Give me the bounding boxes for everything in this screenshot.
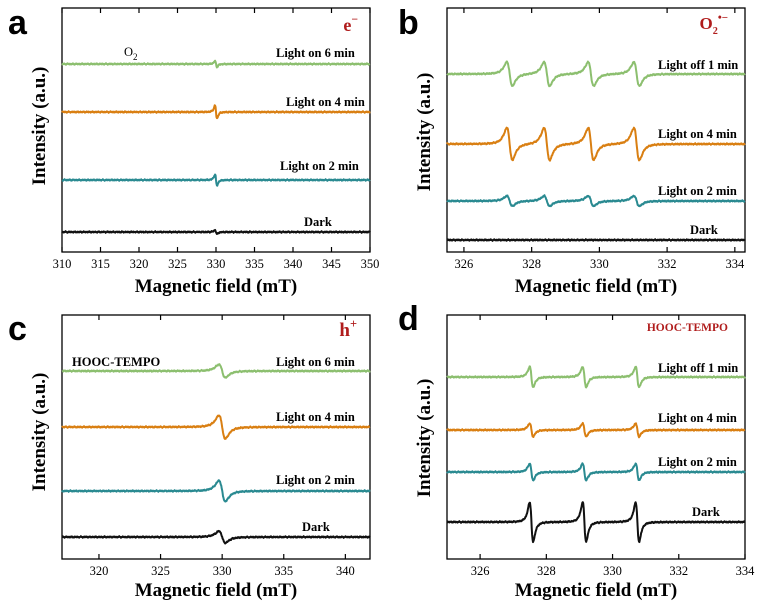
x-tick-label: 340 (336, 564, 355, 578)
x-tick-label: 332 (658, 257, 677, 271)
trace-label: Light on 2 min (658, 455, 737, 469)
x-tick-label: 330 (590, 257, 609, 271)
species-label: O2•− (700, 12, 729, 37)
trace-light-on-2-min (61, 479, 371, 503)
y-axis-title: Intensity (a.u.) (29, 67, 50, 186)
x-axis-title: Magnetic field (mT) (515, 276, 678, 297)
trace-light-on-4-min (446, 126, 746, 162)
plot-frame (446, 314, 746, 560)
trace-dark (446, 501, 746, 544)
trace-light-off-1-min (446, 365, 746, 389)
x-tick-label: 334 (736, 564, 756, 578)
trace-dark (61, 228, 371, 235)
x-tick-label: 310 (53, 257, 72, 271)
x-tick-label: 330 (603, 564, 622, 578)
panel-a: a 310 315 320 325 330 335 340 345 350 Magnetic fie… (8, 4, 379, 297)
x-tick-label: 330 (213, 564, 232, 578)
species-label: h+ (339, 317, 357, 341)
y-axis-title: Intensity (a.u.) (414, 379, 435, 498)
panel-letter-d: d (398, 300, 419, 338)
x-axis-title: Magnetic field (mT) (515, 580, 678, 601)
y-axis-title: Intensity (a.u.) (414, 73, 435, 192)
x-tick-label: 332 (669, 564, 688, 578)
trace-light-on-4-min (446, 421, 746, 439)
x-tick-label: 328 (522, 257, 541, 271)
trace-label: Dark (304, 215, 332, 229)
x-tick-label: 330 (207, 257, 226, 271)
trace-label: Light off 1 min (658, 361, 738, 375)
x-tick-label: 328 (537, 564, 556, 578)
x-tick-label: 345 (322, 257, 341, 271)
trace-light-on-2-min (446, 194, 746, 208)
trace-light-off-1-min (446, 60, 746, 88)
trace-light-on-2-min (61, 173, 371, 187)
x-tick-label: 335 (274, 564, 293, 578)
x-tick-label: 315 (91, 257, 110, 271)
species-label: e− (343, 13, 358, 35)
trace-label: Light on 4 min (286, 95, 365, 109)
panel-letter-c: c (8, 310, 27, 348)
panel-b: b 326 328 330 332 334 Magnetic field (mT) Inten… (398, 4, 746, 297)
trace-label: Light on 2 min (658, 184, 737, 198)
trace-light-on-4-min (61, 414, 371, 440)
x-tick-label: 335 (245, 257, 264, 271)
x-tick-label: 340 (284, 257, 303, 271)
trace-light-on-6-min (61, 363, 371, 379)
trace-label: Light on 4 min (658, 411, 737, 425)
x-tick-label: 320 (130, 257, 149, 271)
x-tick-label: 326 (455, 257, 474, 271)
panel-letter-b: b (398, 4, 419, 42)
trace-label: Light on 4 min (658, 127, 737, 141)
trace-label: Dark (690, 223, 718, 237)
trace-light-on-4-min (61, 104, 371, 120)
trace-label: Light off 1 min (658, 58, 738, 72)
plot-frame (61, 314, 371, 560)
x-axis-title: Magnetic field (mT) (135, 276, 298, 297)
trace-label: Light on 2 min (280, 159, 359, 173)
trace-light-on-6-min (61, 59, 371, 69)
trace-dark (446, 238, 746, 242)
trace-light-on-2-min (446, 462, 746, 482)
x-tick-label: 320 (90, 564, 109, 578)
x-tick-label: 325 (151, 564, 170, 578)
annotation-label: HOOC-TEMPO (72, 355, 160, 369)
x-tick-label: 350 (361, 257, 380, 271)
annotation-label: O2 (124, 45, 138, 62)
species-label: HOOC-TEMPO (647, 322, 728, 334)
trace-label: Dark (302, 520, 330, 534)
x-axis-title: Magnetic field (mT) (135, 580, 298, 601)
x-tick-label: 326 (471, 564, 490, 578)
panel-c: c 320 325 330 335 340 Magnetic field (mT) Inten… (8, 310, 371, 601)
x-tick-label: 334 (725, 257, 745, 271)
trace-label: Light on 4 min (276, 410, 355, 424)
panel-letter-a: a (8, 4, 28, 42)
trace-dark (61, 529, 371, 545)
y-axis-title: Intensity (a.u.) (29, 373, 50, 492)
trace-label: Light on 6 min (276, 355, 355, 369)
plot-frame (446, 7, 746, 253)
trace-label: Dark (692, 505, 720, 519)
panel-d: d 326 328 330 332 334 Magnetic field (mT) Inten… (398, 300, 755, 601)
trace-label: Light on 6 min (276, 46, 355, 60)
x-tick-label: 325 (168, 257, 187, 271)
trace-label: Light on 2 min (276, 473, 355, 487)
